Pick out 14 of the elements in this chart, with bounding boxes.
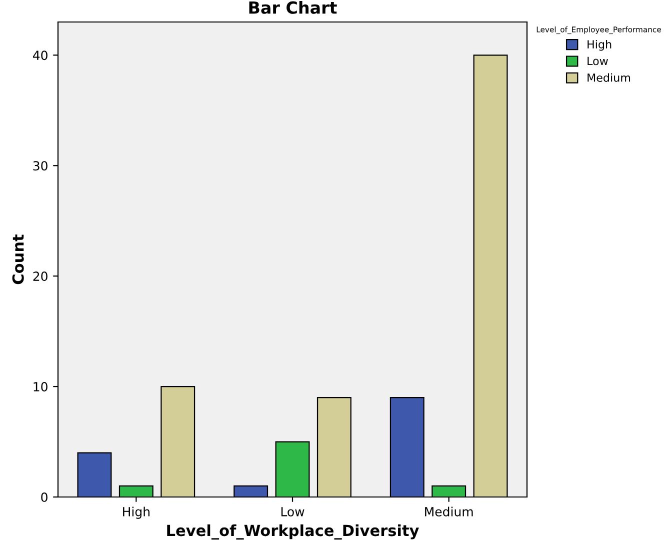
x-axis-title: Level_of_Workplace_Diversity — [167, 524, 419, 540]
legend-label: High — [588, 40, 612, 51]
y-tick-label: 20 — [33, 272, 48, 281]
y-axis-title: Count — [12, 234, 24, 284]
legend-label: Low — [588, 56, 608, 66]
x-tick-label: Low — [281, 507, 304, 516]
x-tick-label: High — [123, 506, 150, 519]
y-tick-label: 10 — [34, 382, 48, 392]
y-tick-label: 0 — [41, 492, 48, 502]
y-tick-label: 30 — [33, 161, 48, 171]
legend-label: Medium — [588, 73, 630, 82]
x-tick-label: Medium — [425, 506, 473, 516]
y-tick-label: 40 — [32, 50, 48, 60]
chart-title: Bar Chart — [249, 1, 337, 14]
